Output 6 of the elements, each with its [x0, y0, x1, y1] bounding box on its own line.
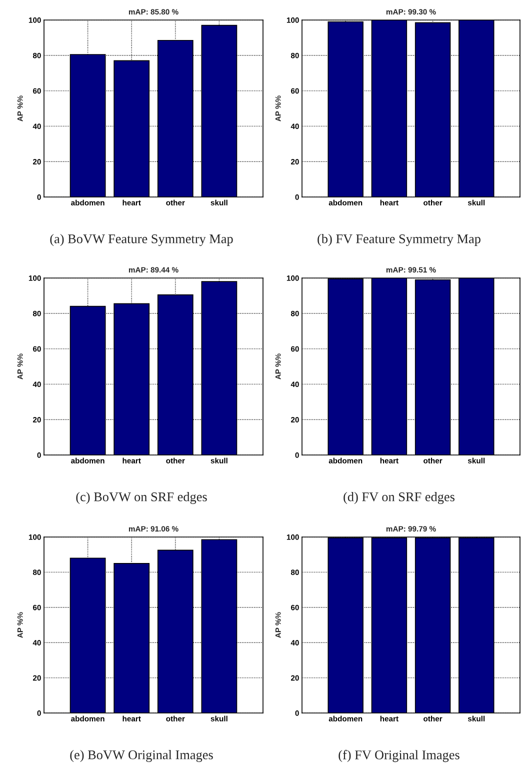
text: (a) BoVW Feature Symmetry Map: [50, 234, 233, 246]
text: (f) FV Original Images: [338, 750, 460, 762]
text: (c) BoVW on SRF edges: [76, 492, 207, 504]
text: (d) FV on SRF edges: [344, 492, 454, 504]
text: (e) BoVW Original Images: [70, 750, 213, 762]
text: (b) FV Feature Symmetry Map: [318, 234, 480, 246]
